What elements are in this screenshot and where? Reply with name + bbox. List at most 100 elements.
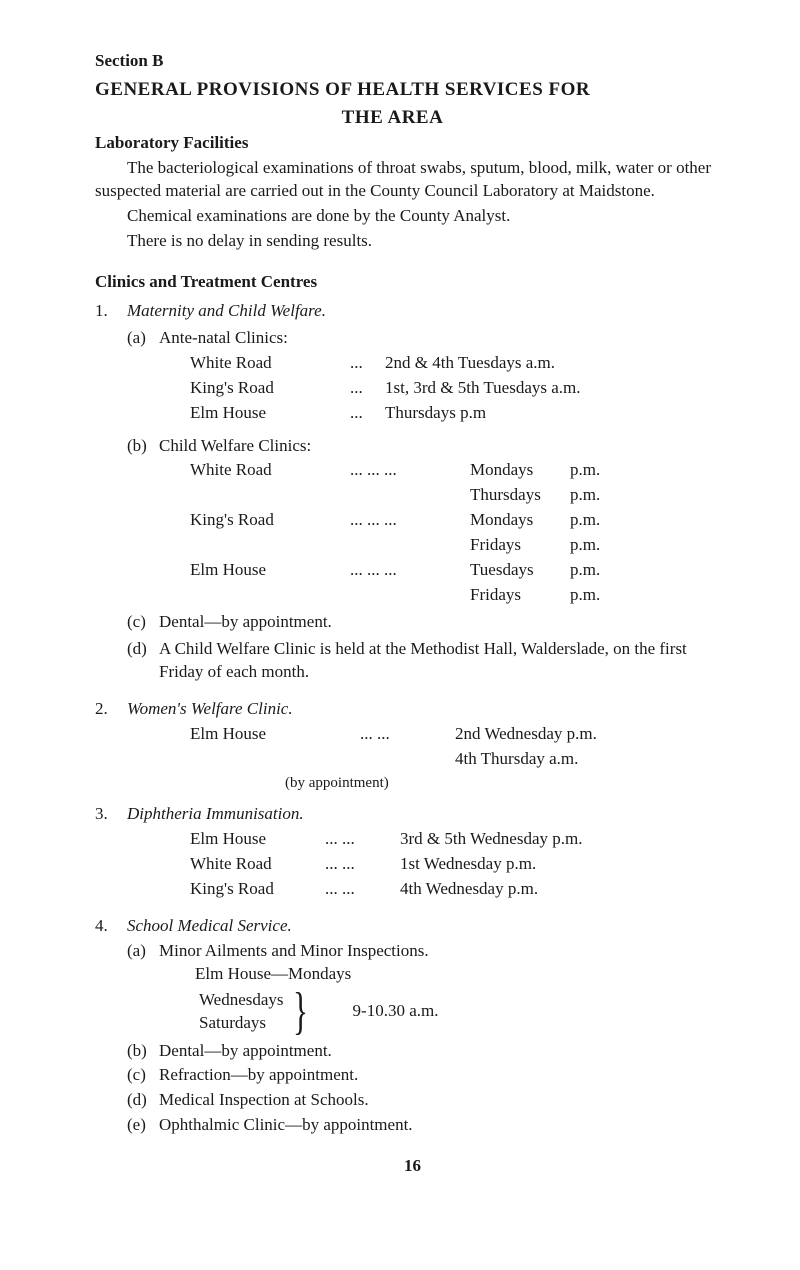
lab-paragraph: Chemical examinations are done by the Co… xyxy=(95,205,730,228)
brace-day: Wednesdays xyxy=(199,989,284,1011)
day: Mondays xyxy=(470,509,570,532)
clinic-schedule: 1st Wednesday p.m. xyxy=(400,853,730,876)
sub-letter: (b) xyxy=(127,435,159,458)
clinic-schedule: 2nd & 4th Tuesdays a.m. xyxy=(385,352,730,375)
sub-letter: (d) xyxy=(127,1089,159,1112)
section-label: Section B xyxy=(95,50,730,73)
sub-label: Medical Inspection at Schools. xyxy=(159,1089,730,1112)
sub-letter: (e) xyxy=(127,1114,159,1137)
welfare-row: Fridays p.m. xyxy=(190,584,730,607)
elm-house-line: Elm House—Mondays xyxy=(195,963,730,986)
clinic-name: White Road xyxy=(190,459,350,482)
sub-letter: (d) xyxy=(127,638,159,684)
clinic-schedule: Thursdays p.m xyxy=(385,402,730,425)
clinic-row: 4th Thursday a.m. xyxy=(190,748,730,771)
school-sub-item: (c) Refraction—by appointment. xyxy=(127,1064,730,1087)
school-sub-item: (a) Minor Ailments and Minor Inspections… xyxy=(127,940,730,963)
clinic-name: King's Road xyxy=(190,377,350,400)
day: Mondays xyxy=(470,459,570,482)
clinic-name: White Road xyxy=(190,853,325,876)
sub-letter: (c) xyxy=(127,611,159,634)
sub-label: A Child Welfare Clinic is held at the Me… xyxy=(159,638,730,684)
numbered-item: 3. Diphtheria Immunisation. xyxy=(95,803,730,826)
item-title: Maternity and Child Welfare. xyxy=(127,300,326,323)
lab-paragraph: There is no delay in sending results. xyxy=(95,230,730,253)
clinic-schedule: 2nd Wednesday p.m. xyxy=(455,723,730,746)
dots: ... xyxy=(350,402,385,425)
item-number: 3. xyxy=(95,803,127,826)
welfare-row: Fridays p.m. xyxy=(190,534,730,557)
item-number: 1. xyxy=(95,300,127,323)
school-sub-item: (d) Medical Inspection at Schools. xyxy=(127,1089,730,1112)
sub-label: Dental—by appointment. xyxy=(159,611,332,634)
clinic-name xyxy=(190,534,350,557)
dots: ... ... ... xyxy=(350,509,470,532)
clinic-row: Elm House ... Thursdays p.m xyxy=(190,402,730,425)
clinic-row: Elm House ... ... 2nd Wednesday p.m. xyxy=(190,723,730,746)
clinic-row: White Road ... 2nd & 4th Tuesdays a.m. xyxy=(190,352,730,375)
welfare-row: Elm House ... ... ... Tuesdays p.m. xyxy=(190,559,730,582)
dots: ... ... ... xyxy=(350,459,470,482)
dots: ... ... xyxy=(325,878,400,901)
welfare-row: King's Road ... ... ... Mondays p.m. xyxy=(190,509,730,532)
sub-item: (c) Dental—by appointment. xyxy=(127,611,730,634)
document-page: Section B GENERAL PROVISIONS OF HEALTH S… xyxy=(0,0,800,1208)
brace-days: Wednesdays Saturdays xyxy=(199,989,284,1033)
dots xyxy=(350,534,470,557)
numbered-item: 4. School Medical Service. xyxy=(95,915,730,938)
main-title: GENERAL PROVISIONS OF HEALTH SERVICES FO… xyxy=(95,77,730,103)
welfare-row: White Road ... ... ... Mondays p.m. xyxy=(190,459,730,482)
sub-title: THE AREA xyxy=(55,105,730,131)
sub-label: Dental—by appointment. xyxy=(159,1040,730,1063)
welfare-row: Thursdays p.m. xyxy=(190,484,730,507)
ampm: p.m. xyxy=(570,484,615,507)
dots: ... xyxy=(350,352,385,375)
clinic-name: Elm House xyxy=(190,402,350,425)
sub-letter: (b) xyxy=(127,1040,159,1063)
day: Thursdays xyxy=(470,484,570,507)
sub-label: Ante-natal Clinics: xyxy=(159,327,288,350)
clinic-name xyxy=(190,584,350,607)
dots: ... ... ... xyxy=(350,559,470,582)
clinic-row: White Road ... ... 1st Wednesday p.m. xyxy=(190,853,730,876)
dots: ... ... xyxy=(360,723,455,746)
clinic-row: Elm House ... ... 3rd & 5th Wednesday p.… xyxy=(190,828,730,851)
dots: ... ... xyxy=(325,828,400,851)
sub-label: Refraction—by appointment. xyxy=(159,1064,730,1087)
numbered-item: 1. Maternity and Child Welfare. xyxy=(95,300,730,323)
clinic-name xyxy=(190,484,350,507)
lab-heading: Laboratory Facilities xyxy=(95,132,730,155)
item-number: 2. xyxy=(95,698,127,721)
school-sub-item: (b) Dental—by appointment. xyxy=(127,1040,730,1063)
numbered-item: 2. Women's Welfare Clinic. xyxy=(95,698,730,721)
brace-time: 9-10.30 a.m. xyxy=(353,1000,439,1023)
ampm: p.m. xyxy=(570,534,615,557)
brace-day: Saturdays xyxy=(199,1012,284,1034)
appointment-note: (by appointment) xyxy=(285,773,730,793)
ampm: p.m. xyxy=(570,459,615,482)
page-number: 16 xyxy=(95,1155,730,1178)
ampm: p.m. xyxy=(570,509,615,532)
sub-label: Child Welfare Clinics: xyxy=(159,435,311,458)
dots xyxy=(350,584,470,607)
sub-label: Ophthalmic Clinic—by appointment. xyxy=(159,1114,730,1137)
day: Tuesdays xyxy=(470,559,570,582)
clinic-name: White Road xyxy=(190,352,350,375)
dots xyxy=(350,484,470,507)
item-title: School Medical Service. xyxy=(127,915,292,938)
brace-group: Wednesdays Saturdays } 9-10.30 a.m. xyxy=(159,986,730,1038)
clinic-schedule: 4th Wednesday p.m. xyxy=(400,878,730,901)
item-number: 4. xyxy=(95,915,127,938)
clinic-row: King's Road ... 1st, 3rd & 5th Tuesdays … xyxy=(190,377,730,400)
sub-item: (d) A Child Welfare Clinic is held at th… xyxy=(127,638,730,684)
clinic-schedule: 3rd & 5th Wednesday p.m. xyxy=(400,828,730,851)
clinic-name: Elm House xyxy=(190,828,325,851)
day: Fridays xyxy=(470,584,570,607)
clinic-schedule: 1st, 3rd & 5th Tuesdays a.m. xyxy=(385,377,730,400)
clinic-row: King's Road ... ... 4th Wednesday p.m. xyxy=(190,878,730,901)
clinic-name: Elm House xyxy=(190,723,360,746)
dots: ... ... xyxy=(325,853,400,876)
clinics-heading: Clinics and Treatment Centres xyxy=(95,271,730,294)
clinic-schedule: 4th Thursday a.m. xyxy=(455,748,730,771)
sub-item: (a) Ante-natal Clinics: xyxy=(127,327,730,350)
